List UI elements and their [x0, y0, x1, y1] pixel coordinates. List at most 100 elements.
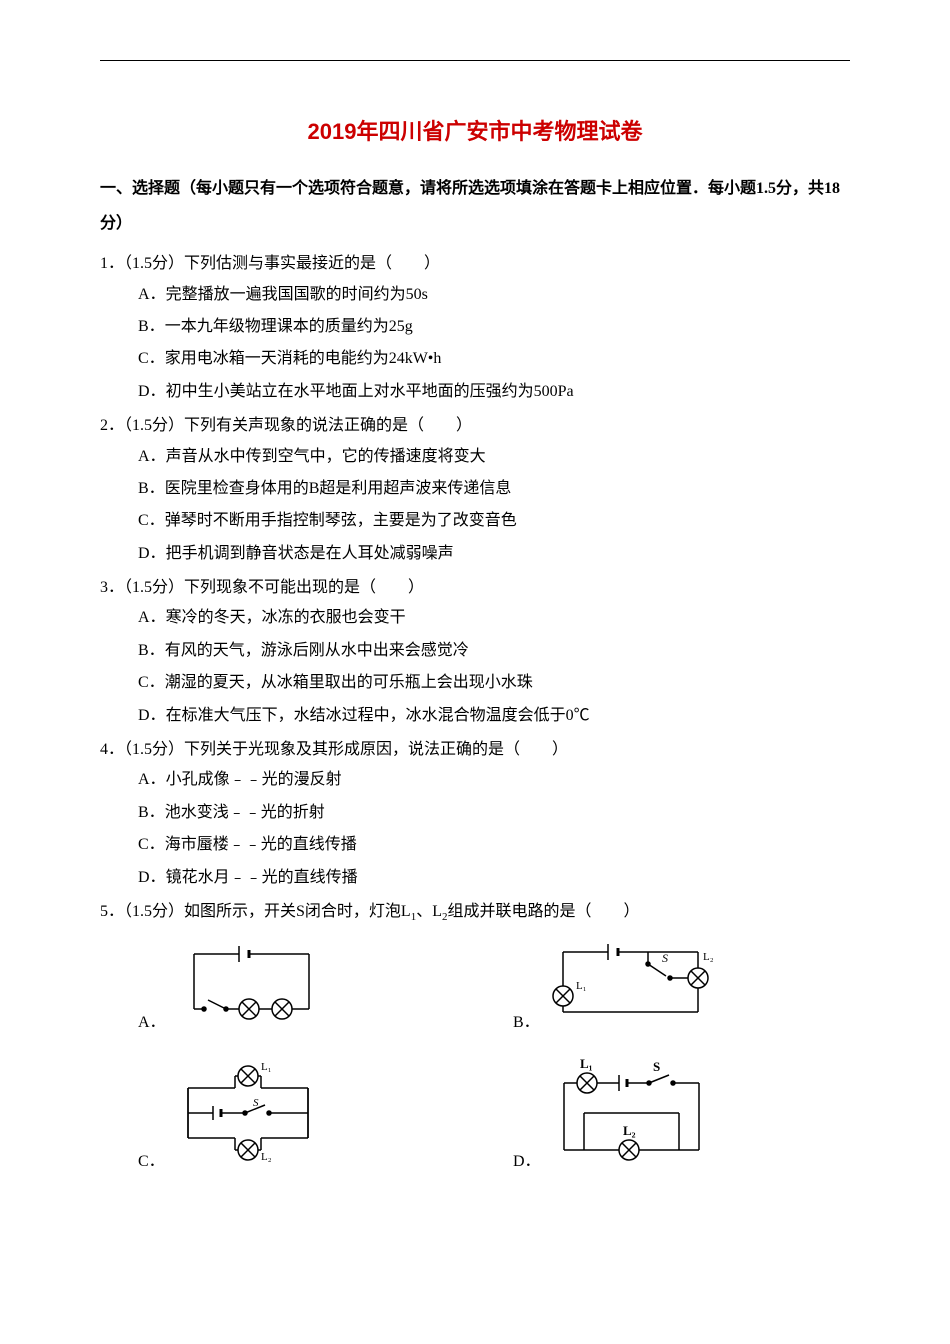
question-1: 1．（1.5分）下列估测与事实最接近的是（ ） A．完整播放一遍我国国歌的时间约…	[100, 249, 850, 407]
opt-label: A．	[138, 286, 166, 303]
opt-label: C．	[138, 350, 165, 367]
q5-option-a: A．	[100, 934, 475, 1040]
q2-stem: 2．（1.5分）下列有关声现象的说法正确的是（ ）	[100, 411, 850, 441]
opt-label: B．	[138, 642, 165, 659]
label-s: S	[253, 1097, 259, 1109]
question-4: 4．（1.5分）下列关于光现象及其形成原因，说法正确的是（ ） A．小孔成像﹣﹣…	[100, 735, 850, 893]
label-l1: L₁	[576, 980, 587, 992]
q5-circuit-options: A．	[100, 934, 850, 1198]
label-s: S	[662, 951, 668, 965]
opt-label: C．	[138, 674, 165, 691]
top-rule	[100, 60, 850, 61]
opt-label: C．	[138, 836, 165, 853]
q1-stem: 1．（1.5分）下列估测与事实最接近的是（ ）	[100, 249, 850, 279]
q5-pre: 如图所示，开关S闭合时，灯泡L	[184, 903, 411, 920]
circuit-c-diagram: L₁ L₂ S	[173, 1058, 328, 1179]
opt-label: C．	[100, 1147, 173, 1179]
q-text: 下列有关声现象的说法正确的是（ ）	[184, 417, 472, 434]
circuit-d-diagram: L₁ S L₂	[549, 1058, 714, 1179]
q1-option-a: A．完整播放一遍我国国歌的时间约为50s	[100, 280, 850, 310]
q-points: （1.5分）	[124, 417, 184, 434]
q-text: 下列估测与事实最接近的是（ ）	[184, 255, 440, 272]
opt-label: D．	[138, 545, 166, 562]
opt-label: B．	[138, 480, 165, 497]
opt-text: 寒冷的冬天，冰冻的衣服也会变干	[166, 609, 406, 626]
opt-text: 潮湿的夏天，从冰箱里取出的可乐瓶上会出现小水珠	[165, 674, 533, 691]
q1-option-d: D．初中生小美站立在水平地面上对水平地面的压强约为500Pa	[100, 377, 850, 407]
q-number: 5．	[100, 903, 124, 920]
opt-text: 池水变浅﹣﹣光的折射	[165, 804, 325, 821]
opt-text: 镜花水月﹣﹣光的直线传播	[166, 869, 358, 886]
opt-label: B．	[138, 804, 165, 821]
q2-option-c: C．弹琴时不断用手指控制琴弦，主要是为了改变音色	[100, 506, 850, 536]
label-l2: L₂	[261, 1151, 272, 1163]
q3-option-a: A．寒冷的冬天，冰冻的衣服也会变干	[100, 603, 850, 633]
label-l1: L₁	[580, 1058, 593, 1071]
q5-option-c: C．	[100, 1058, 475, 1179]
q3-option-d: D．在标准大气压下，水结冰过程中，冰水混合物温度会低于0℃	[100, 701, 850, 731]
opt-label: D．	[138, 869, 166, 886]
opt-text: 弹琴时不断用手指控制琴弦，主要是为了改变音色	[165, 512, 517, 529]
q-points: （1.5分）	[124, 741, 184, 758]
q3-option-c: C．潮湿的夏天，从冰箱里取出的可乐瓶上会出现小水珠	[100, 668, 850, 698]
q1-option-b: B．一本九年级物理课本的质量约为25g	[100, 312, 850, 342]
q-number: 1．	[100, 255, 124, 272]
q2-option-a: A．声音从水中传到空气中，它的传播速度将变大	[100, 442, 850, 472]
q4-option-a: A．小孔成像﹣﹣光的漫反射	[100, 765, 850, 795]
opt-text: 有风的天气，游泳后刚从水中出来会感觉冷	[165, 642, 469, 659]
q-points: （1.5分）	[124, 579, 184, 596]
circuit-a-diagram	[174, 934, 329, 1040]
q2-option-d: D．把手机调到静音状态是在人耳处减弱噪声	[100, 539, 850, 569]
opt-label: D．	[475, 1147, 549, 1179]
q5-post: 组成并联电路的是（ ）	[448, 903, 640, 920]
q5-option-b: B．	[475, 934, 850, 1040]
q4-option-d: D．镜花水月﹣﹣光的直线传播	[100, 863, 850, 893]
q-points: （1.5分）	[124, 255, 184, 272]
q4-option-b: B．池水变浅﹣﹣光的折射	[100, 798, 850, 828]
opt-text: 在标准大气压下，水结冰过程中，冰水混合物温度会低于0℃	[166, 707, 590, 724]
q-points: （1.5分）	[124, 903, 184, 920]
label-l1: L₁	[261, 1061, 272, 1073]
question-5: 5．（1.5分）如图所示，开关S闭合时，灯泡L1、L2组成并联电路的是（ ） A…	[100, 897, 850, 1198]
q4-stem: 4．（1.5分）下列关于光现象及其形成原因，说法正确的是（ ）	[100, 735, 850, 765]
opt-label: D．	[138, 707, 166, 724]
q5-option-d: D．	[475, 1058, 850, 1179]
q1-option-c: C．家用电冰箱一天消耗的电能约为24kW•h	[100, 344, 850, 374]
section-heading: 一、选择题（每小题只有一个选项符合题意，请将所选选项填涂在答题卡上相应位置．每小…	[100, 171, 850, 241]
q-text: 下列现象不可能出现的是（ ）	[184, 579, 424, 596]
opt-text: 完整播放一遍我国国歌的时间约为50s	[166, 286, 428, 303]
q4-option-c: C．海市蜃楼﹣﹣光的直线传播	[100, 830, 850, 860]
opt-label: D．	[138, 383, 166, 400]
q2-option-b: B．医院里检查身体用的B超是利用超声波来传递信息	[100, 474, 850, 504]
q3-option-b: B．有风的天气，游泳后刚从水中出来会感觉冷	[100, 636, 850, 666]
label-s: S	[653, 1059, 660, 1074]
q3-stem: 3．（1.5分）下列现象不可能出现的是（ ）	[100, 573, 850, 603]
opt-text: 家用电冰箱一天消耗的电能约为24kW•h	[165, 350, 442, 367]
exam-title: 2019年四川省广安市中考物理试卷	[100, 111, 850, 153]
question-2: 2．（1.5分）下列有关声现象的说法正确的是（ ） A．声音从水中传到空气中，它…	[100, 411, 850, 569]
q-number: 4．	[100, 741, 124, 758]
opt-text: 医院里检查身体用的B超是利用超声波来传递信息	[165, 480, 512, 497]
opt-label: C．	[138, 512, 165, 529]
opt-label: A．	[138, 609, 166, 626]
opt-label: A．	[100, 1008, 174, 1040]
opt-text: 把手机调到静音状态是在人耳处减弱噪声	[166, 545, 454, 562]
opt-label: B．	[138, 318, 165, 335]
circuit-b-diagram: L₁ L₂ S	[548, 934, 713, 1040]
opt-text: 一本九年级物理课本的质量约为25g	[165, 318, 413, 335]
q-text: 下列关于光现象及其形成原因，说法正确的是（ ）	[184, 741, 568, 758]
opt-text: 初中生小美站立在水平地面上对水平地面的压强约为500Pa	[166, 383, 574, 400]
opt-text: 海市蜃楼﹣﹣光的直线传播	[165, 836, 357, 853]
opt-label: A．	[138, 771, 166, 788]
opt-text: 小孔成像﹣﹣光的漫反射	[166, 771, 342, 788]
q-number: 2．	[100, 417, 124, 434]
label-l2: L₂	[703, 951, 713, 963]
opt-label: B．	[475, 1008, 548, 1040]
label-l2: L₂	[623, 1123, 636, 1138]
q5-mid: 、L	[416, 903, 442, 920]
opt-label: A．	[138, 448, 166, 465]
opt-text: 声音从水中传到空气中，它的传播速度将变大	[166, 448, 486, 465]
question-3: 3．（1.5分）下列现象不可能出现的是（ ） A．寒冷的冬天，冰冻的衣服也会变干…	[100, 573, 850, 731]
q-number: 3．	[100, 579, 124, 596]
q5-stem: 5．（1.5分）如图所示，开关S闭合时，灯泡L1、L2组成并联电路的是（ ）	[100, 897, 850, 928]
